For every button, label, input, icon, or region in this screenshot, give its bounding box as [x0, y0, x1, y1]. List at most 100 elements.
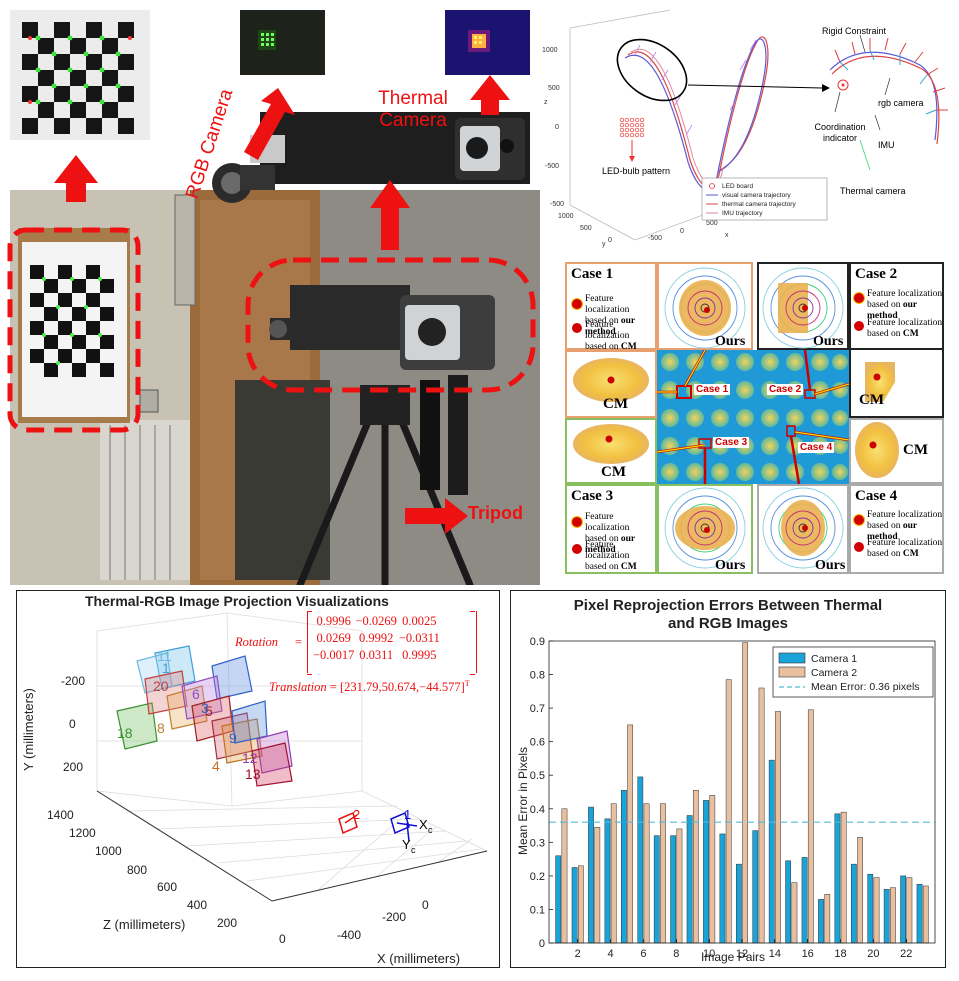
reprojection-chart-panel: Pixel Reprojection Errors Between Therma… [510, 590, 946, 968]
x-axis-label: X (millimeters) [377, 951, 460, 966]
x-tick-label: 12 [736, 948, 748, 960]
rotation-label: Rotation [235, 635, 279, 649]
x-tick: 0 [680, 228, 684, 235]
cm-dot [854, 321, 864, 331]
x-label: x [725, 232, 729, 239]
bar-camera1 [719, 833, 726, 944]
case1-line1: Feature localization based on our method [585, 294, 635, 337]
projection-title: Thermal-RGB Image Projection Visualizati… [85, 593, 389, 609]
bar-camera2 [807, 709, 814, 944]
bar-camera2 [873, 877, 880, 944]
y-tick-label: 0.6 [530, 737, 545, 749]
z-tick: 600 [157, 880, 177, 894]
x-tick-label: 20 [867, 948, 879, 960]
heatmap-case2-label: Case 2 [767, 384, 804, 395]
x-tick: 0 [422, 898, 429, 912]
our-method-dot [854, 293, 864, 303]
y-tick-label: 0.1 [530, 904, 545, 916]
x-tick-label: 2 [575, 948, 581, 960]
bar-camera2 [758, 687, 765, 944]
frame-number: 20 [153, 678, 169, 694]
bar-camera1 [571, 867, 578, 944]
rotation-matrix: 0.9996 −0.0269 0.0025 0.0269 0.9992 −0.0311 … [313, 614, 440, 662]
our-method-dot [572, 299, 582, 309]
z-tick: 1000 [542, 47, 558, 54]
bar-camera2 [709, 795, 716, 944]
bar-camera1 [883, 889, 890, 944]
rgb-camera-annotation: rgb camera [878, 98, 924, 108]
hardware-photo-panel: RGB Camera Thermal Camera Tripod [0, 0, 540, 585]
frame-number: 11 [157, 648, 172, 664]
frame-number: 6 [192, 686, 200, 702]
heatmap-case3-label: Case 3 [713, 437, 750, 448]
xc-sub: c [428, 825, 433, 835]
bar-camera1 [555, 855, 562, 944]
y-tick: -200 [61, 674, 85, 688]
legend-swatch-camera1 [778, 652, 806, 664]
chart-title: Pixel Reprojection Errors Between Therma… [573, 597, 883, 632]
ours-label-4: Ours [815, 558, 846, 573]
x-tick-label: 8 [673, 948, 679, 960]
case3-title: Case 3 [571, 488, 614, 504]
z-tick: 0 [279, 932, 286, 946]
cm-dot [572, 544, 582, 554]
bar-camera2 [577, 865, 584, 944]
frame-number: 4 [212, 758, 220, 774]
frame-number: 18 [117, 725, 133, 741]
bar-camera2 [725, 679, 732, 944]
z-tick: 1000 [95, 844, 122, 858]
cases-panel: Case 1 Case 2 Case 3 Case 4 Feature loca… [565, 262, 959, 582]
legend-swatch-camera2 [778, 666, 806, 678]
bar-camera2 [594, 826, 601, 944]
bar-camera1 [768, 759, 775, 944]
cases-graphics [573, 267, 899, 569]
x-tick-label: 4 [608, 948, 614, 960]
frame-number: 8 [157, 720, 165, 736]
camera-1-label: 1 [404, 807, 411, 822]
ours-label-2: Ours [813, 334, 844, 349]
ours-label-3: Ours [715, 558, 746, 573]
case4-line1: Feature localization based on our method [867, 510, 943, 542]
bar-camera2 [692, 790, 699, 944]
bar-camera1 [785, 860, 792, 944]
cm-label-2: CM [859, 392, 884, 408]
bar-camera2 [660, 803, 666, 944]
cm-dot [854, 542, 864, 552]
y-tick: 200 [63, 760, 83, 774]
projection-panel: Thermal-RGB Image Projection Visualizati… [16, 590, 500, 968]
z-tick: 0 [555, 124, 559, 131]
cm-label-1: CM [603, 396, 628, 412]
y-tick-label: 0 [539, 938, 545, 950]
translation-equation: Translation = [231.79,50.674,−44.577]T [269, 679, 470, 695]
y-tick-label: 0.4 [530, 804, 545, 816]
z-tick: -500 [545, 163, 559, 170]
legend-camera2: Camera 2 [811, 667, 857, 679]
bar-camera1 [637, 776, 644, 944]
our-method-dot [572, 517, 582, 527]
cm-dot [572, 323, 582, 333]
bar-camera1 [670, 835, 677, 944]
bar-camera1 [801, 857, 808, 944]
translation-label: Translation [269, 680, 327, 695]
z-tick: 800 [127, 863, 147, 877]
z-tick: 1200 [69, 826, 96, 840]
bar-camera1 [752, 830, 759, 944]
bar-camera2 [627, 724, 634, 944]
thermal-camera-annotation: Thermal camera [840, 186, 906, 196]
bar-camera1 [621, 790, 627, 944]
x-tick: 500 [706, 220, 718, 227]
bar-camera1 [916, 884, 923, 944]
frame-number: 13 [245, 766, 261, 782]
y-label: y [602, 241, 606, 248]
x-tick-label: 10 [703, 948, 715, 960]
yc-sub: c [411, 845, 416, 855]
z-axis-label: Z (millimeters) [103, 917, 185, 932]
heatmap-case1-label: Case 1 [694, 384, 731, 395]
case2-title: Case 2 [855, 266, 898, 282]
x-tick-label: 18 [834, 948, 846, 960]
translation-sup: T [464, 679, 470, 688]
bar-chart: 0 0.1 0.2 0.3 0.4 0.5 0.6 0.7 0.8 0.9 2 4 6 8 10 12 14 16… [516, 636, 936, 964]
y-axis-label: Y (millimeters) [21, 688, 36, 771]
bar-camera1 [900, 875, 907, 944]
case2-line1: Feature localization based on our method [867, 289, 943, 321]
